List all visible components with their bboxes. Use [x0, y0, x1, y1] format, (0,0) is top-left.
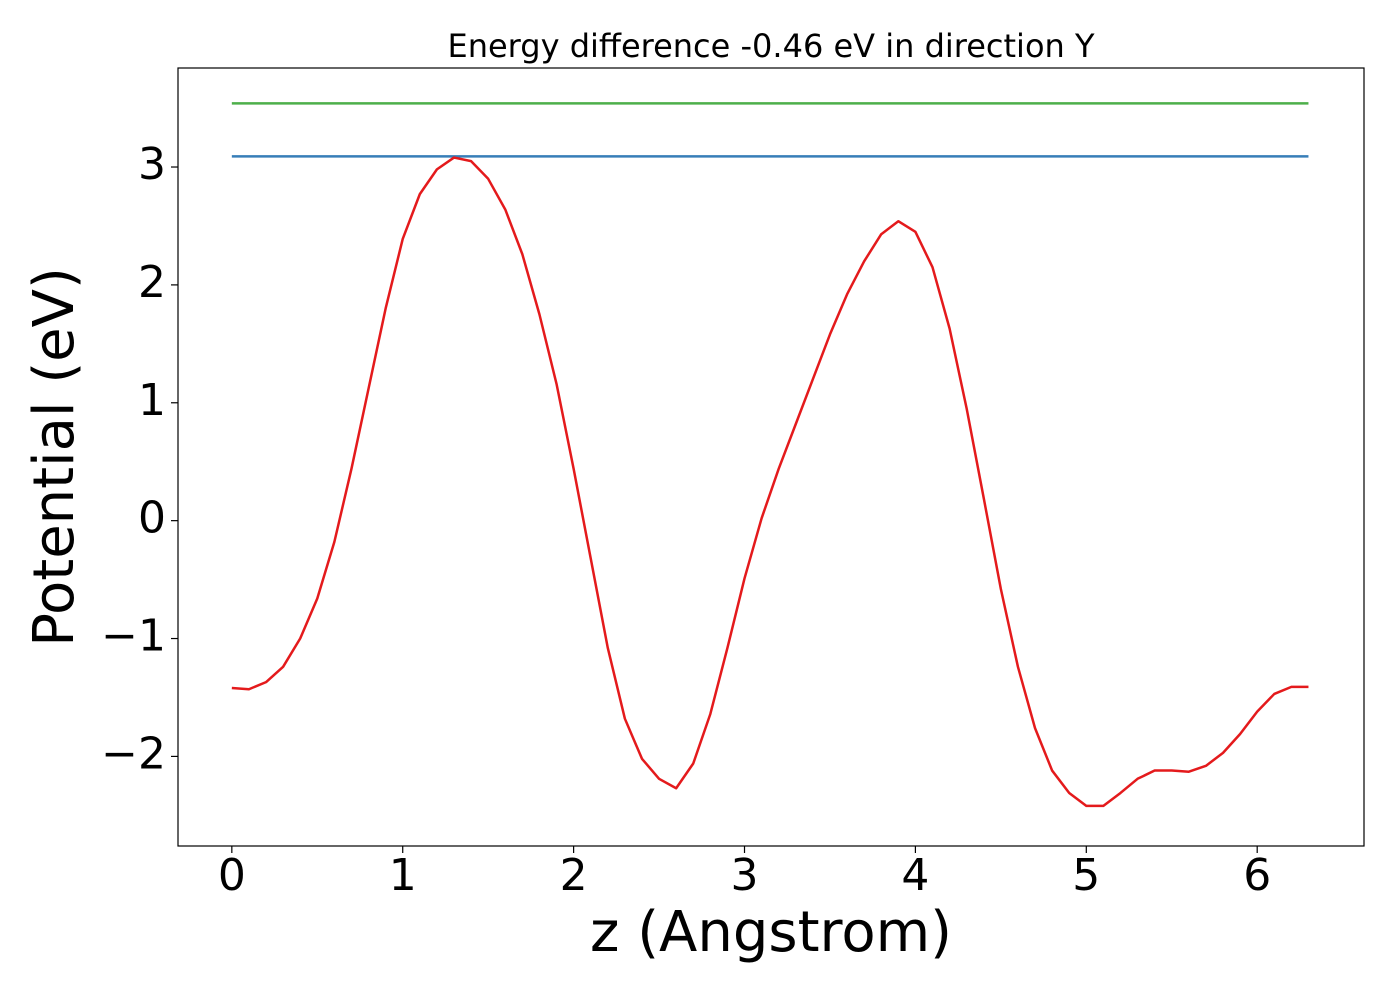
y-tick-label: 1 [138, 375, 166, 426]
x-tick-label: 5 [1072, 850, 1100, 901]
x-tick-label: 6 [1243, 850, 1271, 901]
y-axis-label: Potential (eV) [22, 267, 87, 647]
x-tick-label: 0 [218, 850, 246, 901]
y-tick-label: −2 [101, 728, 166, 779]
data-line [231, 156, 1309, 808]
y-tick-label: 0 [138, 493, 166, 544]
x-tick-label: 1 [389, 850, 417, 901]
y-tick-label: −1 [101, 611, 166, 662]
y-tick-label: 2 [138, 257, 166, 308]
plot-frame [177, 67, 1365, 847]
x-axis-label: z (Angstrom) [590, 900, 952, 965]
y-tick-label: 3 [138, 139, 166, 190]
x-tick-label: 2 [560, 850, 588, 901]
chart-title: Energy difference -0.46 eV in direction … [447, 27, 1094, 65]
x-tick-label: 4 [901, 850, 929, 901]
x-tick-label: 3 [731, 850, 759, 901]
